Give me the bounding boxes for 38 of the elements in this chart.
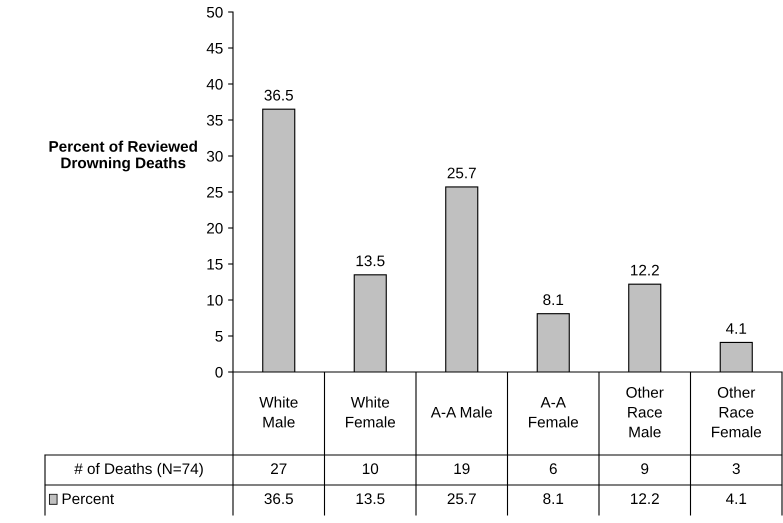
legend-label: Percent — [62, 493, 114, 504]
y-tick-label: 40 — [206, 78, 223, 90]
x-tick-label: White Female — [346, 396, 396, 428]
data-label: 36.5 — [264, 90, 293, 101]
y-tick-label: 45 — [206, 43, 223, 54]
data-label: 13.5 — [356, 255, 384, 266]
data-label: 25.7 — [448, 168, 476, 178]
text: # of Deaths (N=74) — [74, 462, 203, 478]
y-tick-label: 5 — [215, 331, 223, 342]
y-tick-label: 50 — [206, 6, 223, 18]
text: 4.1 — [726, 493, 746, 504]
x-tick-label: White Male — [259, 396, 298, 428]
x-tick-label: Other Race Male — [626, 386, 664, 438]
data-label: 4.1 — [726, 323, 746, 334]
text: 25.7 — [448, 493, 476, 504]
y-tick-label: 35 — [206, 114, 223, 126]
x-tick-label: Other Race Female — [712, 386, 762, 438]
y-tick-label: 10 — [207, 294, 223, 306]
text: 19 — [454, 463, 470, 474]
text: 12.2 — [631, 493, 659, 504]
y-tick-label: 15 — [207, 259, 223, 270]
data-label: 8.1 — [543, 294, 564, 306]
text: 27 — [271, 463, 286, 474]
text: 9 — [641, 463, 648, 474]
text: 6 — [550, 463, 557, 474]
y-tick-label: 30 — [206, 150, 223, 162]
text: 8.1 — [543, 493, 564, 504]
y-tick-label: 25 — [207, 186, 223, 198]
y-tick-label: 20 — [207, 222, 223, 234]
data-label: 12.2 — [631, 264, 659, 276]
text: 10 — [362, 463, 378, 474]
text: 3 — [732, 463, 740, 474]
y-axis-title: Percent of Reviewed Drowning Deaths — [50, 140, 197, 172]
text: 36.5 — [264, 493, 293, 504]
y-tick-label: 0 — [215, 366, 223, 378]
text: 13.5 — [356, 493, 384, 504]
x-tick-label: A-A Female — [529, 397, 578, 428]
x-tick-label: A-A Male — [430, 406, 492, 418]
